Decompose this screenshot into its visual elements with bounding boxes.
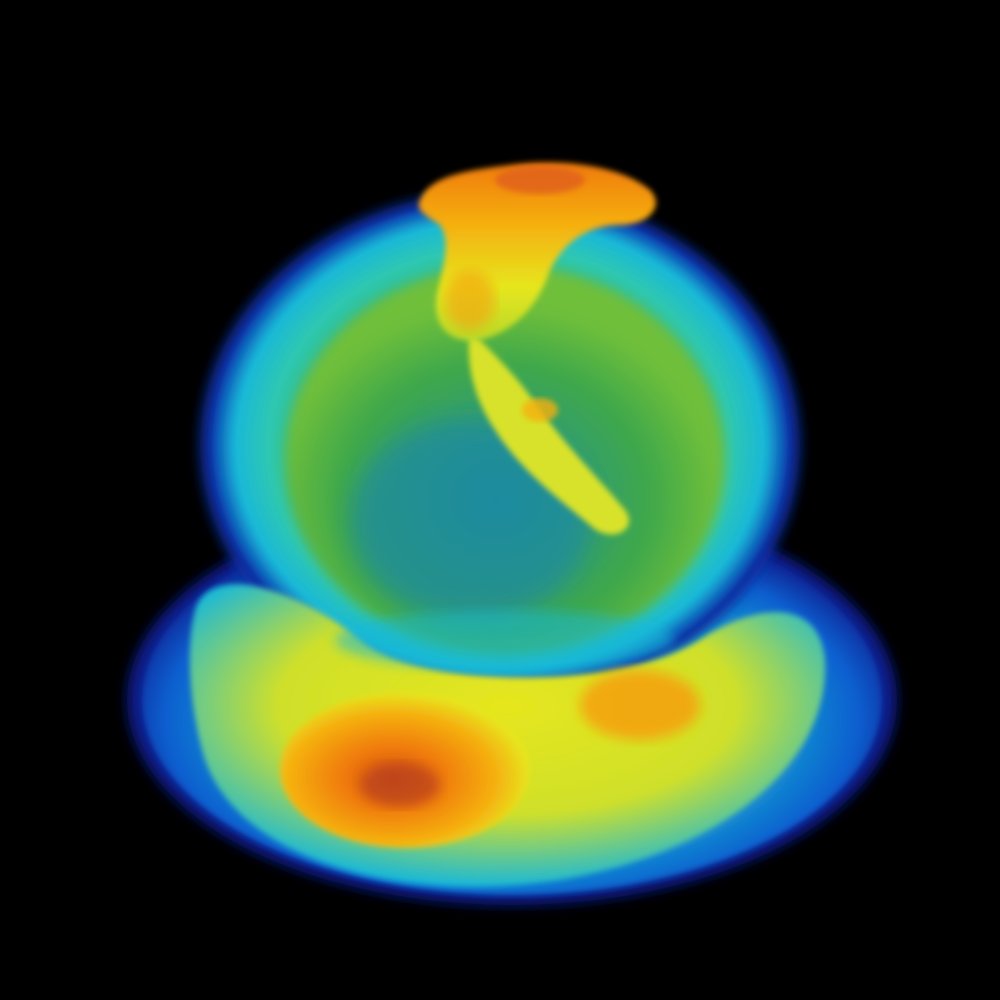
volume-rendering-image [127, 162, 897, 905]
render-viewport [127, 162, 897, 905]
